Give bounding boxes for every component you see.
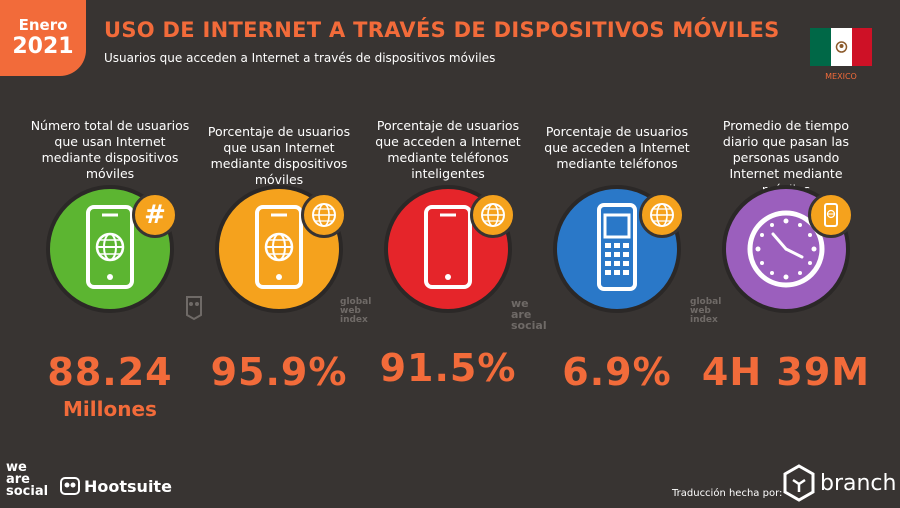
gwi-watermark: global web index (690, 297, 722, 325)
smartphone-globe-icon (255, 205, 303, 289)
stat-label: Número total de usuarios que usan Intern… (30, 118, 190, 181)
hootsuite-owl-watermark-icon (185, 295, 203, 324)
stat-label: Porcentaje de usuarios que acceden a Int… (544, 124, 690, 171)
hootsuite-logo: Hootsuite (60, 476, 172, 496)
we-are-social-logo: we are social (6, 460, 49, 499)
stat-value: 95.9% (210, 350, 348, 394)
country-label: MEXICO (825, 72, 857, 81)
stat-circle (722, 185, 850, 313)
was-watermark: we are social (511, 297, 547, 332)
stat-value: 88.24 (47, 350, 173, 394)
smartphone-badge-icon (808, 192, 854, 238)
stat-value: 6.9% (562, 350, 672, 394)
branch-label: branch (820, 470, 897, 496)
clock-icon (747, 210, 825, 288)
date-badge: Enero 2021 (0, 0, 86, 76)
globe-badge-icon (301, 192, 347, 238)
date-month: Enero (18, 16, 68, 34)
branch-logo: branch (782, 464, 896, 502)
stat-unit: Millones (63, 397, 157, 421)
translation-credit: Traducción hecha por: (672, 488, 783, 499)
branch-hexagon-icon (783, 464, 815, 502)
mexico-flag-icon (810, 28, 872, 66)
stat-label: Porcentaje de usuarios que acceden a Int… (375, 118, 521, 181)
page-subtitle: Usuarios que acceden a Internet a través… (104, 51, 496, 65)
page-title: USO DE INTERNET A TRAVÉS DE DISPOSITIVOS… (104, 18, 780, 42)
smartphone-globe-icon (86, 205, 134, 289)
feature-phone-icon (597, 203, 637, 291)
stat-label: Porcentaje de usuarios que usan Internet… (207, 124, 351, 187)
globe-badge-icon (639, 192, 685, 238)
gwi-watermark: global web index (340, 297, 372, 325)
hootsuite-owl-icon (60, 477, 80, 495)
hootsuite-label: Hootsuite (84, 476, 172, 496)
stat-value: 4H 39M (701, 350, 871, 394)
globe-badge-icon (470, 192, 516, 238)
date-year: 2021 (12, 34, 74, 59)
smartphone-icon (424, 205, 472, 289)
stat-value: 91.5% (379, 346, 517, 390)
hash-badge-icon: # (132, 192, 178, 238)
